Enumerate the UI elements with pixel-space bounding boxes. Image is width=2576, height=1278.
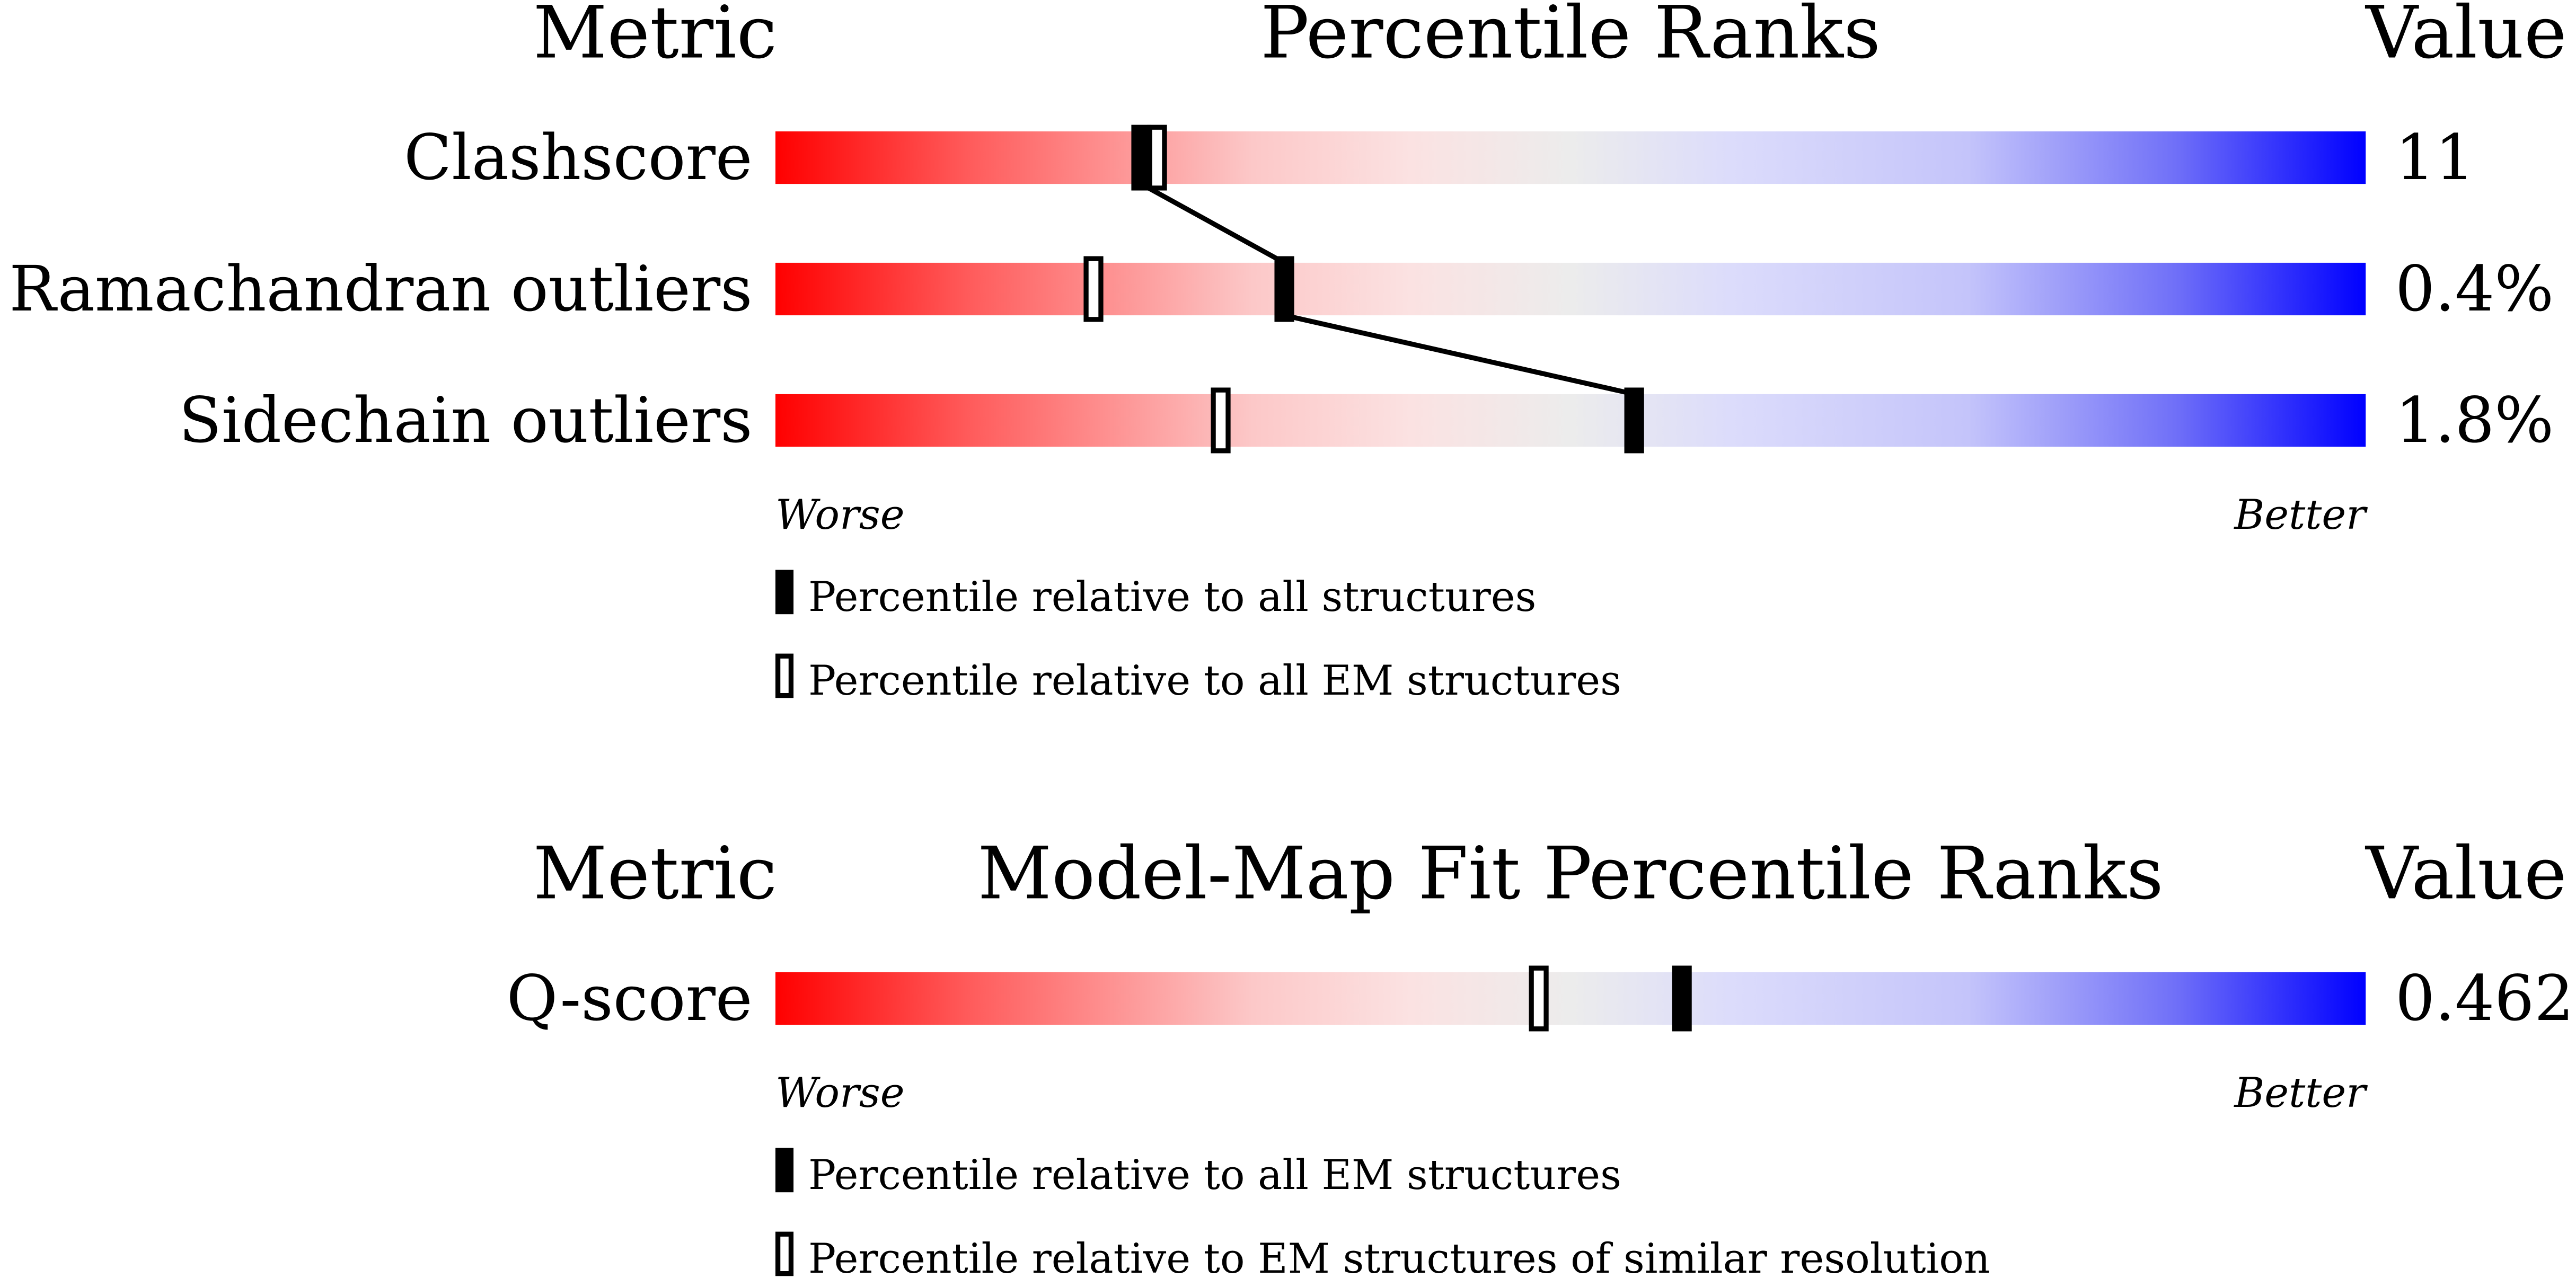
slider-bar xyxy=(775,394,2366,447)
better-label: Better xyxy=(2233,491,2368,539)
filled-marker xyxy=(1672,965,1692,1032)
filled-marker xyxy=(1274,256,1294,322)
metric-label: Ramachandran outliers xyxy=(9,253,752,325)
legend-label: Percentile relative to all EM structures xyxy=(808,657,1621,705)
metric-header: Metric xyxy=(533,0,777,75)
legend-label: Percentile relative to EM structures of … xyxy=(808,1235,1990,1278)
value-label: 0.4% xyxy=(2395,253,2554,325)
open-marker xyxy=(1211,387,1231,454)
value-label: 1.8% xyxy=(2395,384,2554,457)
slider-bar xyxy=(775,972,2366,1025)
metric-label: Clashscore xyxy=(404,121,753,194)
metric-label: Q-score xyxy=(507,962,753,1035)
chart-title: Model-Map Fit Percentile Ranks xyxy=(977,831,2163,916)
legend-label: Percentile relative to all structures xyxy=(808,573,1536,621)
better-label: Better xyxy=(2233,1069,2368,1117)
value-header: Value xyxy=(2365,0,2566,75)
chart-title: Percentile Ranks xyxy=(1260,0,1881,75)
legend-marker xyxy=(775,653,794,698)
filled-marker xyxy=(1624,387,1644,454)
metric-label: Sidechain outliers xyxy=(179,384,752,457)
connector-line xyxy=(1140,182,1286,265)
legend-marker xyxy=(775,1148,794,1193)
open-marker xyxy=(1529,965,1549,1032)
value-header: Value xyxy=(2365,831,2566,916)
connector-line xyxy=(1284,313,1635,397)
legend-label: Percentile relative to all EM structures xyxy=(808,1151,1621,1199)
open-marker xyxy=(1083,256,1104,322)
worse-label: Worse xyxy=(775,1069,905,1117)
open-marker xyxy=(1147,125,1167,191)
value-label: 11 xyxy=(2395,121,2475,194)
slider-bar xyxy=(775,262,2366,316)
legend-marker xyxy=(775,1231,794,1276)
metric-header: Metric xyxy=(533,831,777,916)
slider-bar xyxy=(775,131,2366,184)
legend-marker xyxy=(775,570,794,615)
value-label: 0.462 xyxy=(2395,962,2574,1035)
worse-label: Worse xyxy=(775,491,905,539)
